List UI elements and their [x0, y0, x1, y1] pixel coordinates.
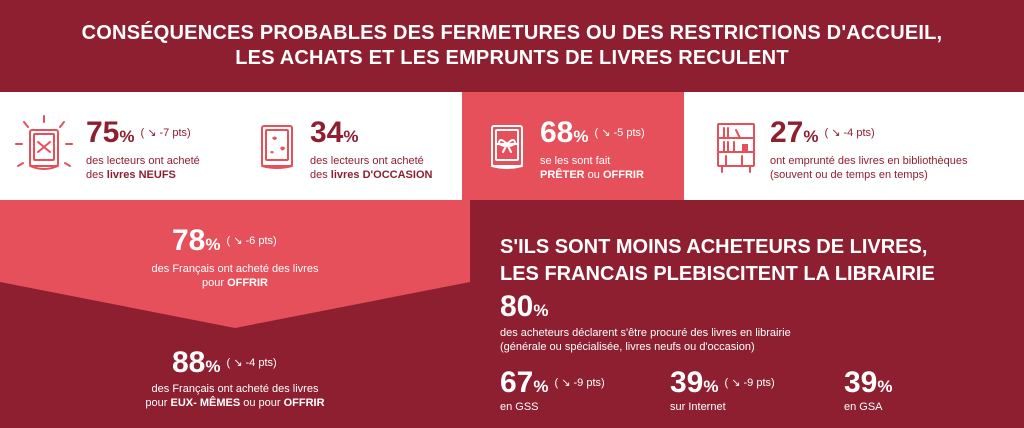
stat-new-books-value: 75%( ↘ -7 pts) [86, 116, 191, 149]
bookstore-title: S'ILS SONT MOINS ACHETEURS DE LIVRES, LE… [500, 236, 935, 285]
channel-gss-value: 67%( ↘ -9 pts) [500, 366, 605, 399]
coral-arrow-shape [0, 200, 470, 328]
stat-used-books-desc: des lecteurs ont acheté des livres D'OCC… [310, 155, 433, 181]
new-book-icon [15, 115, 73, 170]
channel-internet-value: 39%( ↘ -9 pts) [670, 366, 775, 399]
stat-borrowed-gifted-value: 68%( ↘ -5 pts) [540, 116, 645, 149]
header-title-line-2: LES ACHATS ET LES EMPRUNTS DE LIVRES REC… [235, 47, 789, 69]
stat-new-books: 75%( ↘ -7 pts) des lecteurs ont acheté d… [0, 92, 232, 200]
channel-gss-label: en GSS [500, 401, 539, 413]
stat-used-books-value: 34% [310, 116, 359, 149]
used-book-icon [261, 125, 293, 169]
bookstore-desc: des acheteurs déclarent s'être procuré d… [500, 327, 791, 353]
stat-used-books: 34% des lecteurs ont acheté des livres D… [232, 92, 462, 200]
stat-borrowed-gifted-desc: se les sont fait PRÊTER ou OFFRIR [540, 155, 644, 181]
channel-gsa-value: 39% [844, 366, 893, 399]
header-title-line-1: CONSÉQUENCES PROBABLES DES FERMETURES OU… [81, 22, 943, 44]
gift-purchase-value: 78%( ↘ -6 pts) [172, 224, 277, 257]
library-shelf-icon [717, 123, 755, 173]
gift-purchase-desc: des Français ont acheté des livres pour … [151, 263, 319, 289]
stat-library-loans: 27%( ↘ -4 pts) ont emprunté des livres e… [684, 92, 1024, 200]
stat-new-books-desc: des lecteurs ont acheté des livres NEUFS [86, 155, 200, 181]
stat-library-loans-value: 27%( ↘ -4 pts) [770, 116, 875, 149]
page-header: CONSÉQUENCES PROBABLES DES FERMETURES OU… [0, 0, 1024, 92]
self-purchase-value: 88%( ↘ -4 pts) [172, 346, 277, 379]
gift-book-icon [491, 125, 523, 169]
stat-borrowed-gifted: 68%( ↘ -5 pts) se les sont fait PRÊTER o… [462, 92, 684, 200]
stats-row: 75%( ↘ -7 pts) des lecteurs ont acheté d… [0, 92, 1024, 200]
bookstore-value: 80% [500, 290, 549, 323]
self-purchase-desc: des Français ont acheté des livres pour … [145, 383, 325, 409]
purchase-purpose-panel: 78%( ↘ -6 pts) des Français ont acheté d… [0, 200, 470, 428]
channel-internet-label: sur Internet [670, 401, 726, 413]
bookstore-panel: S'ILS SONT MOINS ACHETEURS DE LIVRES, LE… [470, 200, 1024, 428]
channel-gsa-label: en GSA [844, 401, 883, 413]
stat-library-loans-desc: ont emprunté des livres en bibliothèques… [770, 155, 968, 181]
